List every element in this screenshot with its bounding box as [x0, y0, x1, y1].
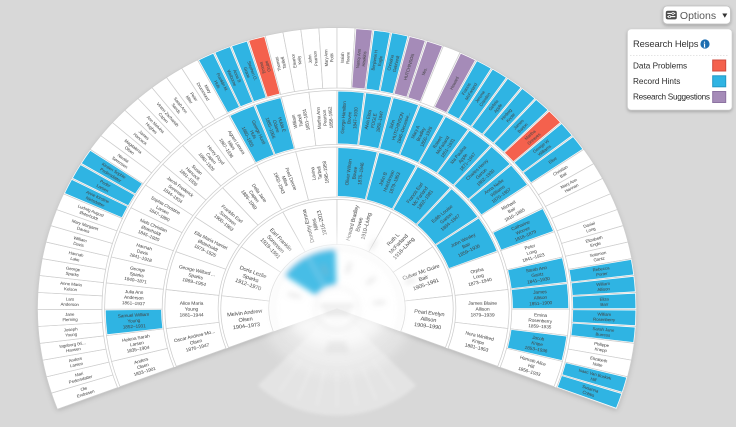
svg-text:Oliver WilsonBovee1875–1946: Oliver WilsonBovee1875–1946 [344, 159, 366, 188]
svg-text:LarsAnderson: LarsAnderson [61, 296, 80, 307]
svg-text:EminaRosenberry1859–1935: EminaRosenberry1859–1935 [528, 312, 554, 330]
svg-text:GeorgeSparks1840–1871: GeorgeSparks1840–1871 [124, 265, 150, 285]
svg-text:OrphaLong1873–1940: OrphaLong1873–1940 [465, 266, 493, 288]
svg-text:Sarah AnnGantz1841–1930: Sarah AnnGantz1841–1930 [525, 265, 551, 285]
svg-text:Benjamin HEagle: Benjamin HEagle [370, 50, 384, 72]
svg-text:JamesAllison1851–1900: JamesAllison1851–1900 [528, 289, 552, 306]
svg-text:Helena SarahLarsen1835–1904: Helena SarahLarsen1835–1904 [122, 333, 153, 354]
svg-text:Record Hints: Record Hints [633, 77, 680, 86]
svg-text:ElizaBarr: ElizaBarr [599, 297, 609, 307]
svg-text:i: i [703, 40, 706, 49]
svg-text:PeterMiler: PeterMiler [184, 91, 199, 105]
svg-text:WilliamDavis: WilliamDavis [71, 235, 87, 248]
svg-text:JaneFleming: JaneFleming [62, 312, 78, 323]
svg-text:Mary AnnPotts: Mary AnnPotts [323, 49, 334, 67]
svg-text:WilliamAllison: WilliamAllison [596, 281, 611, 292]
svg-text:SusanHancock1861–1936: SusanHancock1861–1936 [178, 160, 207, 187]
svg-text:Hulda EOdane1885–1966: Hulda EOdane1885–1966 [265, 114, 288, 140]
svg-text:RebeccaPorter: RebeccaPorter [592, 265, 611, 277]
svg-text:Edith LouiseGarton1894–1947: Edith LouiseGarton1894–1947 [431, 204, 463, 234]
svg-text:IsaiahRoane: IsaiahRoane [340, 51, 351, 64]
svg-text:HannahLake: HannahLake [67, 250, 85, 263]
svg-text:PeterLong1841–1923: PeterLong1841–1923 [518, 241, 546, 263]
svg-text:Melvin AndrewOlsen1904–1973: Melvin AndrewOlsen1904–1973 [227, 309, 265, 332]
svg-text:George HamiltonBovee1847–1930: George HamiltonBovee1847–1930 [340, 101, 359, 135]
svg-text:Nancy AnnHawkins: Nancy AnnHawkins [355, 48, 368, 69]
svg-text:HannahDavis1841–1918: HannahDavis1841–1918 [129, 241, 157, 263]
svg-text:Della JaneCapen1886–1969: Della JaneCapen1886–1969 [239, 182, 268, 211]
svg-text:EleanorKelly: EleanorKelly [290, 52, 303, 68]
svg-text:Elise: Elise [547, 155, 558, 164]
svg-text:ChristinaGebhardt: ChristinaGebhardt [386, 53, 400, 72]
svg-text:Julia AnnAnderson1861–1937: Julia AnnAnderson1861–1937 [122, 289, 146, 306]
svg-text:Sarah JaneBurress: Sarah JaneBurress [592, 326, 615, 338]
svg-text:MariPedersdatter: MariPedersdatter [67, 369, 94, 385]
svg-text:PederLarsen: PederLarsen [96, 178, 113, 193]
svg-text:WilliamTarbell1851–1931: WilliamTarbell1851–1931 [290, 108, 311, 133]
svg-text:GeorgeSparks: GeorgeSparks [65, 266, 81, 278]
svg-text:WilliamRosenberry: WilliamRosenberry [593, 312, 616, 323]
svg-text:OleEndresen: OleEndresen [74, 383, 95, 398]
svg-text:AndersOlsen1833–1901: AndersOlsen1833–1901 [129, 355, 157, 377]
svg-text:ThomasTarBell: ThomasTarBell [274, 55, 288, 71]
svg-text:Howard: Howard [449, 75, 460, 90]
svg-text:ElizabethEngle: ElizabethEngle [585, 235, 605, 249]
svg-text:SolomonGantz: SolomonGantz [589, 250, 608, 263]
svg-text:Ingeborg (Ki...Hansen: Ingeborg (Ki...Hansen [59, 340, 87, 354]
svg-text:Research Suggestions: Research Suggestions [633, 93, 710, 102]
svg-text:JohnPearson: JohnPearson [307, 50, 319, 66]
svg-text:PhilippeKnepp: PhilippeKnepp [593, 341, 610, 353]
svg-text:DanielLong: DanielLong [582, 221, 597, 234]
svg-text:ElizabethNolte: ElizabethNolte [588, 355, 608, 368]
svg-text:EmmaGrube: EmmaGrube [258, 59, 272, 74]
svg-text:Data Problems: Data Problems [633, 62, 687, 71]
svg-text:LavinaTarbell1895–1958: LavinaTarbell1895–1958 [309, 160, 331, 185]
svg-text:RobertMcFarland1851–1931: RobertMcFarland1851–1931 [429, 131, 456, 158]
svg-text:JosephYoung: JosephYoung [64, 326, 79, 337]
svg-text:Pearl EvelynAllison1909–1990: Pearl EvelynAllison1909–1990 [412, 309, 445, 331]
svg-text:Alvia ElizaFOGLE1850–1947: Alvia ElizaFOGLE1850–1947 [363, 108, 384, 133]
svg-text:SusannaCribbs: SusannaCribbs [580, 384, 600, 399]
svg-text:Stephen O.Grane: Stephen O.Grane [241, 60, 258, 82]
svg-text:Options: Options [680, 10, 716, 22]
svg-text:Samuel WilliamYoung1852–1931: Samuel WilliamYoung1852–1931 [118, 312, 151, 330]
svg-text:Research Helps: Research Helps [633, 38, 699, 49]
svg-text:Jacob FrederickSorensen1844–19: Jacob FrederickSorensen1844–1934 [158, 175, 195, 207]
svg-text:JacobKnipe1853–1936: JacobKnipe1853–1936 [524, 334, 550, 354]
svg-text:AndersLarsen: AndersLarsen [68, 356, 84, 369]
svg-text:Martha AnnPearson1858–1952: Martha AnnPearson1858–1952 [316, 106, 335, 129]
svg-text:Mrs.: Mrs. [421, 67, 429, 76]
svg-text:Anne MariaKelson: Anne MariaKelson [59, 281, 82, 293]
